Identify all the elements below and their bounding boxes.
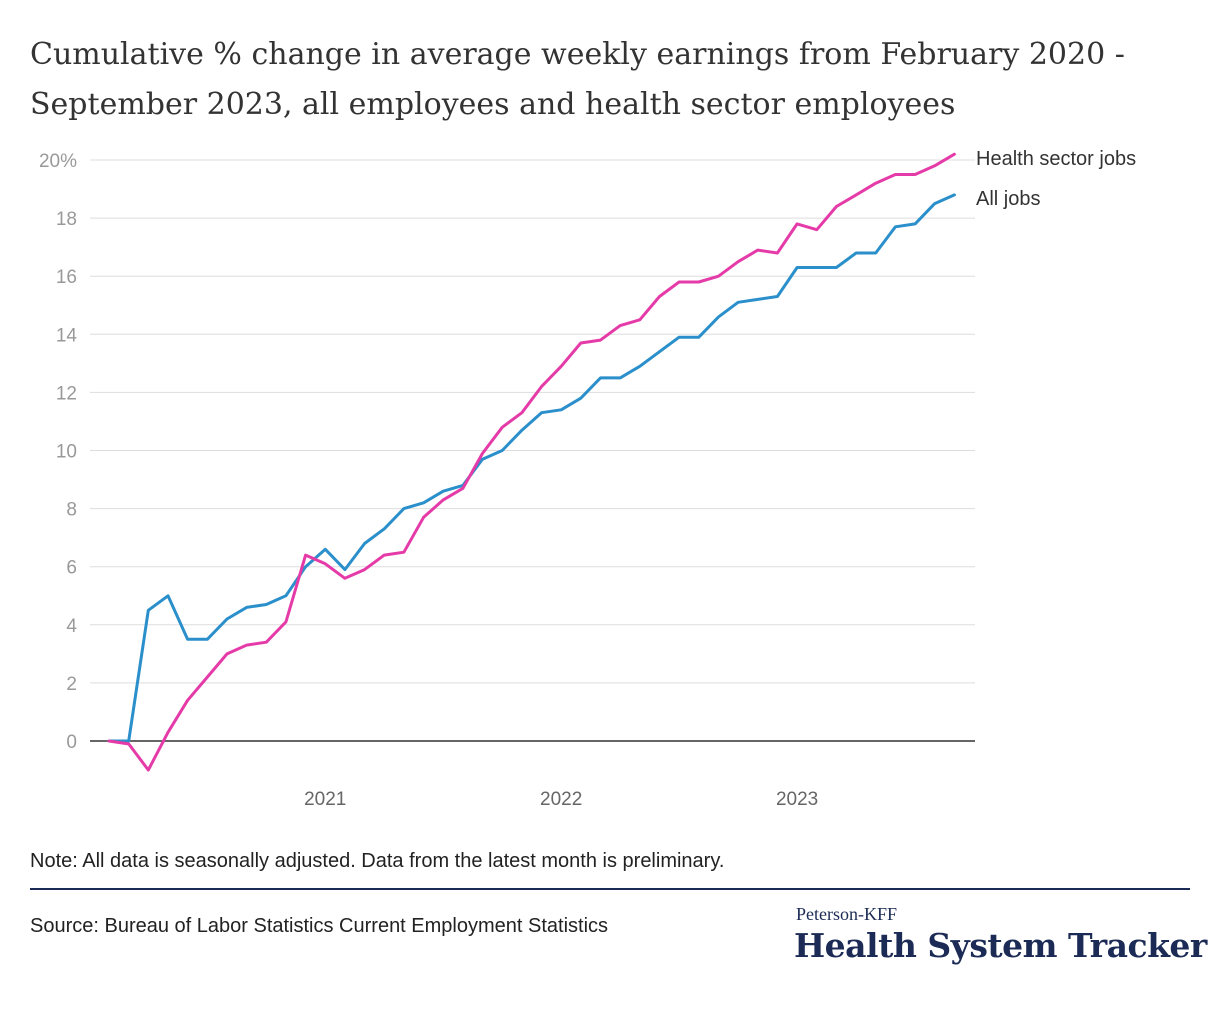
y-tick-label: 16 — [56, 267, 77, 288]
y-tick-label: 10 — [56, 442, 77, 463]
x-tick-label: 2021 — [304, 789, 346, 810]
series-label: All jobs — [976, 188, 1040, 210]
chart-note: Note: All data is seasonally adjusted. D… — [30, 850, 725, 872]
chart-source: Source: Bureau of Labor Statistics Curre… — [30, 915, 609, 937]
series-lines — [107, 152, 956, 772]
y-tick-label: 8 — [66, 500, 77, 521]
series-line-all-jobs — [107, 193, 956, 743]
brand-logo-text: Health System Tracker — [794, 926, 1207, 965]
y-tick-label: 14 — [56, 325, 78, 346]
grid-lines — [90, 159, 975, 742]
series-label: Health sector jobs — [976, 148, 1136, 170]
y-tick-label: 6 — [66, 558, 77, 579]
series-labels: Health sector jobs All jobs — [976, 148, 1136, 210]
series-line-health-sector-jobs — [107, 152, 956, 772]
chart-title: Cumulative % change in average weekly ea… — [30, 37, 1125, 122]
brand-subtitle: Peterson-KFF — [796, 904, 898, 924]
x-tick-label: 2022 — [540, 789, 582, 810]
x-axis-tick-labels: 2021 2022 2023 — [304, 789, 818, 810]
y-tick-label: 0 — [66, 732, 77, 753]
y-axis-tick-labels: 20% 18 16 14 12 10 8 6 4 2 0 — [39, 151, 77, 753]
line-chart: 20% 18 16 14 12 10 8 6 4 2 0 2021 2022 2023 Health s… — [39, 148, 1136, 810]
y-tick-label: 2 — [66, 674, 77, 695]
footer-divider — [30, 888, 1190, 890]
x-tick-label: 2023 — [776, 789, 818, 810]
y-tick-label: 18 — [56, 209, 77, 230]
y-tick-label: 4 — [66, 616, 77, 637]
y-tick-label: 20% — [39, 151, 77, 172]
y-tick-label: 12 — [56, 383, 77, 404]
